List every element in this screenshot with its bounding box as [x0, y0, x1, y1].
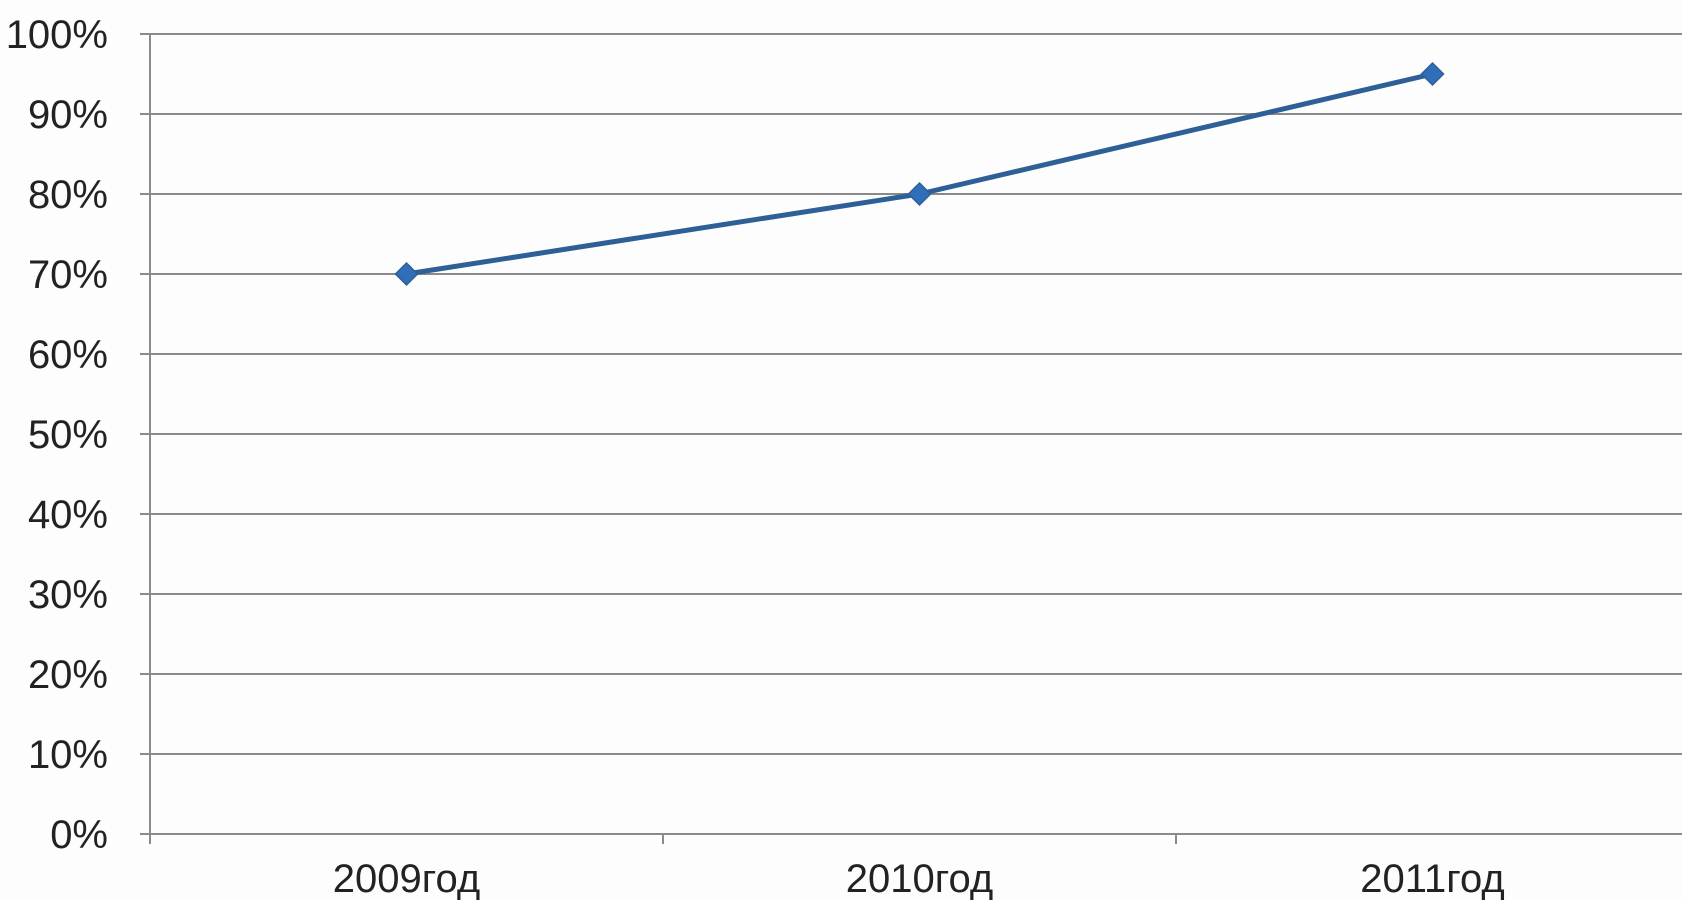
- series-group: [394, 61, 1445, 287]
- y-tick-label: 100%: [6, 13, 108, 57]
- y-tick-label: 30%: [28, 573, 108, 617]
- y-tick-label: 90%: [28, 93, 108, 137]
- series-line: [406, 71, 1434, 277]
- y-tick-label: 40%: [28, 493, 108, 537]
- data-point-marker: [1420, 61, 1445, 87]
- x-axis-labels: 2009год 2010год 2011год: [333, 857, 1505, 900]
- data-point-marker: [394, 261, 419, 287]
- y-tick-label: 50%: [28, 413, 108, 457]
- y-tick-label: 10%: [28, 733, 108, 777]
- y-tick-label: 80%: [28, 173, 108, 217]
- y-tick-label: 20%: [28, 653, 108, 697]
- x-tick-label: 2011год: [1360, 857, 1504, 900]
- y-axis-labels: 0% 10% 20% 30% 40% 50% 60% 70% 80% 90% 100%: [6, 13, 108, 857]
- x-tick-label: 2009год: [333, 857, 480, 900]
- x-tick-label: 2010год: [846, 857, 993, 900]
- y-tick-label: 0%: [50, 813, 108, 857]
- gridlines: [140, 33, 1682, 755]
- axes: [140, 34, 1682, 844]
- y-tick-label: 60%: [28, 333, 108, 377]
- data-point-marker: [907, 181, 932, 207]
- y-tick-label: 70%: [28, 253, 108, 297]
